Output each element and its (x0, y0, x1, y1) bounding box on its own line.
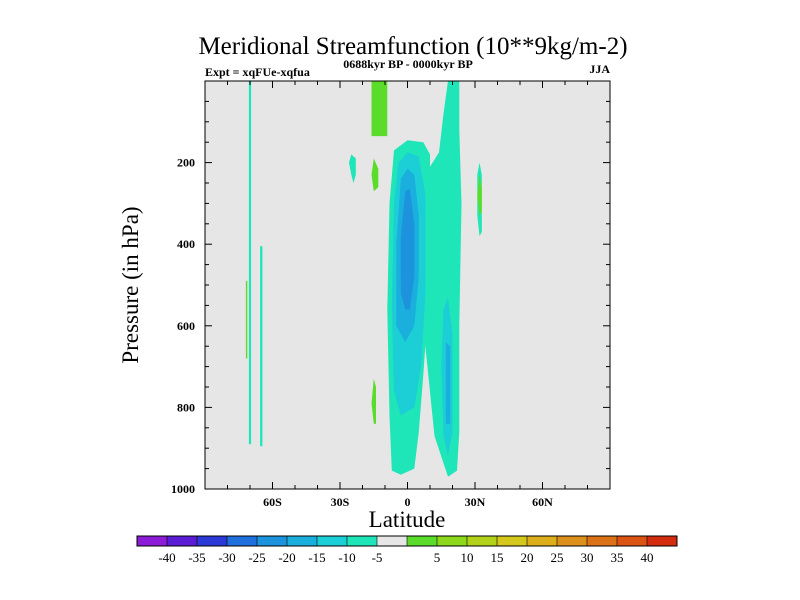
colorbar-label: 35 (611, 550, 624, 565)
x-tick-label: 60N (532, 495, 553, 509)
colorbar-label: 40 (641, 550, 654, 565)
y-tick-label: 1000 (171, 482, 195, 496)
contour-region-n20-6 (400, 189, 415, 310)
colorbar-label: -25 (248, 550, 265, 565)
colorbar-swatch-16 (617, 536, 648, 546)
colorbar-label: -15 (308, 550, 325, 565)
contour-region-n5-9 (349, 154, 356, 183)
colorbar-swatch-13 (527, 536, 558, 546)
colorbar-swatch-10 (437, 536, 468, 546)
colorbar-label: 10 (461, 550, 474, 565)
season-label: JJA (589, 62, 610, 76)
colorbar-swatch-6 (317, 536, 348, 546)
chart-title: Meridional Streamfunction (10**9kg/m-2) (198, 33, 627, 60)
colorbar-swatch-17 (647, 536, 678, 546)
colorbar-label: 25 (551, 550, 564, 565)
contour-region-p5-15 (245, 280, 248, 359)
colorbar-swatch-8 (377, 536, 408, 546)
y-tick-label: 600 (177, 319, 195, 333)
y-axis-label: Pressure (in hPa) (118, 206, 143, 363)
contour-region-p5-12 (371, 158, 379, 192)
y-tick-label: 200 (177, 156, 195, 170)
colorbar-swatch-5 (287, 536, 318, 546)
colorbar-label: -30 (218, 550, 235, 565)
colorbar-swatch-12 (497, 536, 528, 546)
axis-ticks: 60S 30S 0 30N 60N 200 400 600 800 1000 (171, 81, 610, 509)
x-tick-label: 0 (405, 495, 411, 509)
colorbar-label: 30 (581, 550, 594, 565)
y-tick-label: 400 (177, 237, 195, 251)
contour-region-p5-11 (371, 81, 388, 137)
colorbar-swatch-11 (467, 536, 498, 546)
colorbar-label: -20 (278, 550, 295, 565)
colorbar: -40 -35 -30 -25 -20 -15 -10 -5 5 10 15 20 25 30 35 40 (136, 535, 678, 565)
x-tick-label: 60S (263, 495, 282, 509)
contour-layer (245, 81, 482, 477)
colorbar-swatch-3 (227, 536, 258, 546)
period-label: 0688kyr BP - 0000kyr BP (343, 57, 473, 71)
colorbar-label: 20 (521, 550, 534, 565)
experiment-label: Expt = xqFUe-xqfua (205, 65, 310, 79)
contour-region-n5-7 (248, 81, 252, 445)
contour-region-p5-13 (371, 378, 376, 424)
colorbar-swatch-7 (347, 536, 378, 546)
y-tick-label: 800 (177, 400, 195, 414)
colorbar-swatch-0 (137, 536, 168, 546)
colorbar-label: -5 (372, 550, 383, 565)
colorbar-swatch-15 (587, 536, 618, 546)
x-tick-label: 30N (465, 495, 486, 509)
x-tick-label: 30S (331, 495, 350, 509)
contour-region-n15-5 (445, 342, 451, 424)
colorbar-swatch-9 (407, 536, 438, 546)
colorbar-swatch-4 (257, 536, 288, 546)
colorbar-swatch-2 (197, 536, 228, 546)
colorbar-label: 15 (491, 550, 504, 565)
colorbar-label: -35 (188, 550, 205, 565)
colorbar-label: -40 (158, 550, 175, 565)
x-axis-label: Latitude (369, 507, 446, 532)
colorbar-label: -10 (338, 550, 355, 565)
colorbar-label: 5 (434, 550, 441, 565)
colorbar-swatch-1 (167, 536, 198, 546)
contour-region-p5-14 (477, 174, 482, 216)
colorbar-swatch-14 (557, 536, 588, 546)
contour-region-n5-8 (260, 246, 263, 447)
